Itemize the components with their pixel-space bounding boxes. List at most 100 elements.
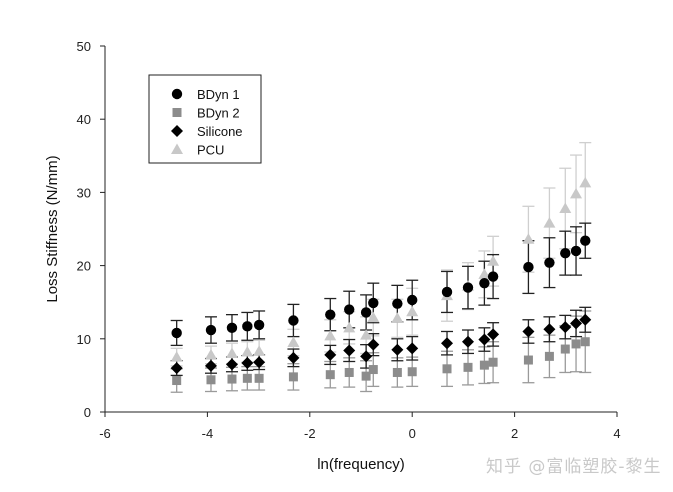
circle-marker [205,324,217,336]
legend-box [148,74,262,164]
x-tick-label: -2 [304,426,316,441]
triangle-marker [559,202,572,214]
diamond-marker [324,348,337,361]
square-marker [254,373,264,383]
triangle-marker [287,336,300,347]
diamond-marker [241,356,254,369]
diamond-marker [543,323,556,336]
triangle-marker [170,351,183,362]
circle-marker [368,297,379,309]
legend-circle-icon [171,88,183,100]
circle-marker [462,282,474,293]
y-tick-label: 10 [77,332,91,347]
triangle-marker [204,348,217,360]
legend-diamond-icon [171,125,183,137]
circle-marker [570,245,582,257]
triangle-marker [360,329,373,340]
diamond-marker [253,356,266,369]
circle-marker [392,298,403,309]
diamond-marker [406,342,419,355]
square-marker [523,355,533,365]
square-marker [368,365,378,375]
legend-label: PCU [197,143,224,158]
diamond-marker [579,313,592,326]
diamond-marker [559,321,572,334]
x-axis-title: ln(frequency) [317,456,405,473]
circle-marker [288,315,299,326]
triangle-marker [570,187,583,199]
x-tick-label: -6 [99,426,111,441]
circle-marker [242,321,253,332]
legend-square-icon [172,108,182,117]
diamond-marker [391,343,404,356]
square-marker [206,375,216,385]
y-axis-title: Loss Stiffness (N/mm) [44,155,61,302]
triangle-marker [253,345,266,356]
triangle-marker [367,311,380,323]
diamond-marker [360,350,373,363]
triangle-marker [579,176,592,188]
square-marker [325,370,335,380]
circle-marker [441,286,453,298]
diamond-marker [522,325,535,338]
y-tick-label: 20 [77,259,91,274]
triangle-marker [391,312,404,323]
diamond-marker [343,344,356,357]
triangle-marker [343,321,356,333]
triangle-marker [324,329,337,341]
y-tick-label: 40 [77,112,91,127]
diamond-marker [478,333,491,346]
triangle-marker [241,345,254,357]
square-marker [288,372,298,382]
diamond-marker [287,351,300,364]
square-marker [571,339,581,349]
diamond-marker [487,328,500,341]
square-marker [407,367,417,377]
square-marker [172,376,182,386]
diamond-marker [570,317,583,330]
legend-label: BDyn 1 [197,87,240,102]
y-tick-label: 50 [77,39,91,54]
circle-marker [479,277,490,289]
square-marker [392,367,402,377]
square-marker [242,373,252,383]
triangle-marker [478,268,491,279]
series-silicone [170,313,592,375]
square-marker [227,374,237,384]
circle-marker [560,247,571,259]
diamond-marker [170,362,183,375]
diamond-marker [204,359,217,372]
triangle-marker [487,255,500,266]
square-marker [463,362,473,372]
circle-marker [407,294,418,306]
diamond-marker [462,335,475,348]
circle-marker [487,271,499,282]
circle-marker [325,309,336,320]
square-marker [544,351,554,361]
data-points [170,176,592,386]
circle-marker [226,322,238,334]
diamond-marker [225,358,238,371]
square-marker [488,357,498,367]
triangle-marker [543,217,556,228]
circle-marker [580,235,591,246]
legend-triangle-icon [171,143,183,154]
square-marker [344,367,354,377]
series-bdyn-1 [171,235,591,339]
square-marker [560,344,570,354]
y-tick-label: 0 [84,405,91,420]
square-marker [479,360,489,370]
y-tick-label: 30 [77,185,91,200]
triangle-marker [406,305,419,317]
x-tick-label: 4 [613,426,620,441]
square-marker [442,364,452,374]
triangle-marker [522,233,535,244]
circle-marker [344,304,355,315]
legend-label: BDyn 2 [197,106,240,121]
circle-marker [544,257,555,268]
watermark: 知乎 @富临塑胶-黎生 [486,457,662,477]
legend-label: Silicone [197,124,243,139]
circle-marker [360,307,372,318]
